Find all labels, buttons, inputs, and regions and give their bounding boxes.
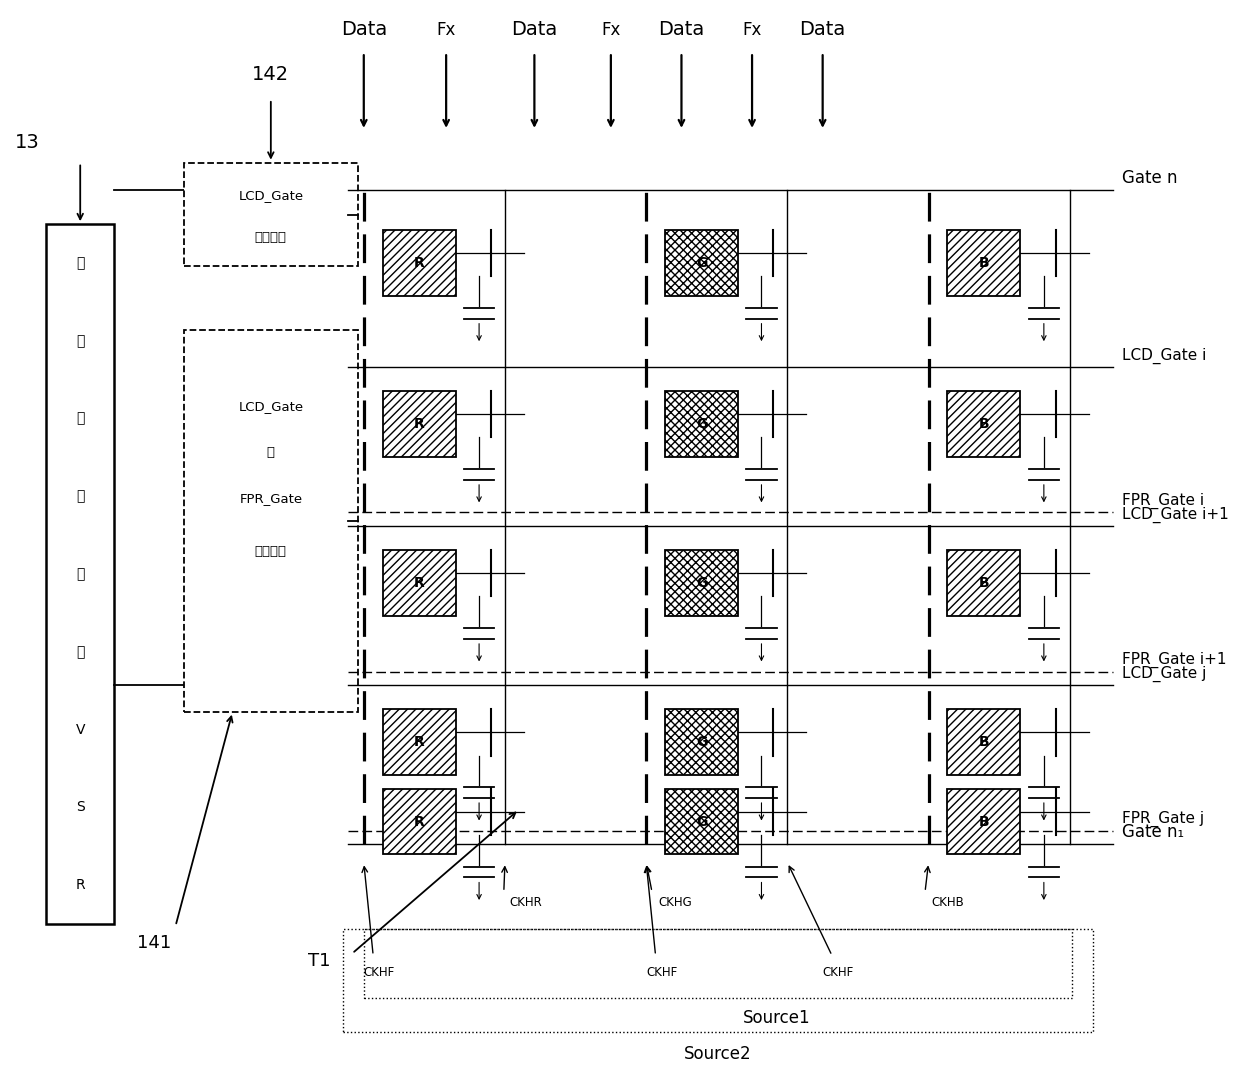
Text: FPR_Gate i+1: FPR_Gate i+1 [1121,653,1226,669]
Text: LCD_Gate i: LCD_Gate i [1121,348,1205,364]
Text: 选通单元: 选通单元 [255,231,286,244]
Bar [665,789,738,854]
Text: LCD_Gate: LCD_Gate [238,399,304,413]
Text: R: R [414,417,424,431]
Bar [665,709,738,775]
Text: G: G [696,735,707,749]
Text: CKHF: CKHF [646,967,677,979]
Text: 与: 与 [267,445,275,459]
Bar [383,230,455,296]
Text: 142: 142 [252,65,289,84]
Bar [383,789,455,854]
Text: Fx: Fx [601,20,620,38]
Text: 路: 路 [76,645,84,659]
Bar [947,391,1021,457]
Text: FPR_Gate: FPR_Gate [239,491,303,504]
Text: B: B [978,255,990,270]
Bar [383,550,455,616]
Bar [665,391,738,457]
Text: FPR_Gate i: FPR_Gate i [1121,493,1204,509]
Bar [947,230,1021,296]
Bar [184,330,358,712]
Text: Gate n: Gate n [1121,169,1177,187]
Text: Data: Data [800,19,846,38]
Text: Source1: Source1 [743,1009,811,1026]
Text: G: G [696,576,707,590]
Text: R: R [414,255,424,270]
Text: 141: 141 [138,934,171,952]
Text: 电: 电 [76,567,84,581]
Text: Data: Data [511,19,558,38]
Text: 选通单元: 选通单元 [255,545,286,557]
Text: Data: Data [341,19,387,38]
Text: CKHF: CKHF [363,967,396,979]
Text: LCD_Gate j: LCD_Gate j [1121,666,1205,682]
Text: G: G [696,815,707,829]
Bar [342,929,1094,1032]
Bar [947,789,1021,854]
Bar [665,550,738,616]
Text: R: R [414,815,424,829]
Text: B: B [978,576,990,590]
Text: S: S [76,800,84,814]
Text: LCD_Gate: LCD_Gate [238,189,304,202]
Text: T1: T1 [308,952,330,970]
Bar [383,709,455,775]
Text: V: V [76,723,86,737]
Text: B: B [978,417,990,431]
Bar [184,162,358,267]
Text: R: R [414,735,424,749]
Bar [363,929,1073,999]
Bar [46,224,114,924]
Bar [947,550,1021,616]
Text: CKHB: CKHB [931,896,963,909]
Text: Fx: Fx [743,20,761,38]
Text: 扫: 扫 [76,411,84,425]
Text: R: R [76,878,86,892]
Text: B: B [978,815,990,829]
Text: G: G [696,417,707,431]
Text: CKHF: CKHF [822,967,854,979]
Bar [947,709,1021,775]
Text: 栅: 栅 [76,256,84,270]
Text: R: R [414,576,424,590]
Text: LCD_Gate i+1: LCD_Gate i+1 [1121,507,1229,523]
Bar [665,230,738,296]
Text: FPR_Gate j: FPR_Gate j [1121,812,1204,828]
Text: Gate n₁: Gate n₁ [1121,823,1184,842]
Text: G: G [696,255,707,270]
Text: Data: Data [658,19,704,38]
Text: CKHR: CKHR [510,896,542,909]
Text: Fx: Fx [436,20,456,38]
Text: Source2: Source2 [684,1045,751,1063]
Text: 13: 13 [15,132,40,152]
Bar [383,391,455,457]
Text: B: B [978,735,990,749]
Text: CKHG: CKHG [658,896,692,909]
Text: 极: 极 [76,333,84,348]
Text: 描: 描 [76,489,84,503]
